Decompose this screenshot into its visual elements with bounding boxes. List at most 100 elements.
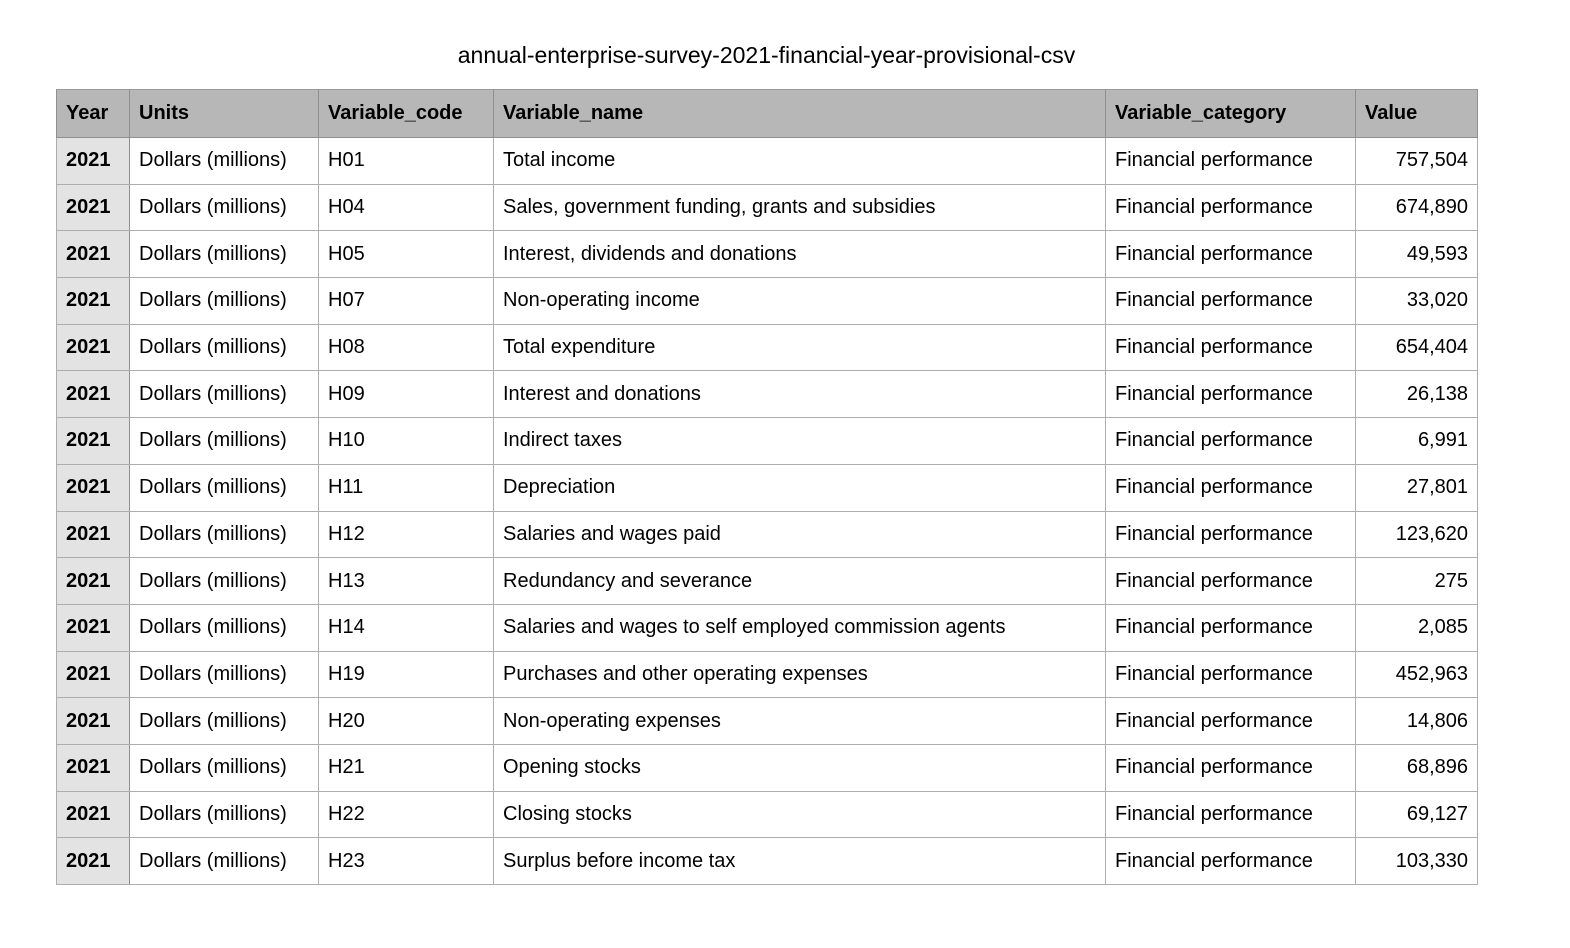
table-row: 2021 Dollars (millions) H05 Interest, divid… bbox=[56, 230, 1478, 279]
cell-variable-name: Total expenditure bbox=[493, 323, 1106, 372]
cell-variable-name: Purchases and other operating expenses bbox=[493, 650, 1106, 699]
table-header: Year Units Variable_code Variable_name V… bbox=[56, 89, 1478, 138]
page-title: annual-enterprise-survey-2021-financial-… bbox=[457, 42, 1076, 68]
column-header-value: Value bbox=[1355, 89, 1478, 138]
table-row: 2021 Dollars (millions) H12 Salaries and wa… bbox=[56, 510, 1478, 559]
table-row: 2021 Dollars (millions) H19 Purchases and o… bbox=[56, 650, 1478, 699]
cell-variable-code: H12 bbox=[318, 510, 494, 559]
cell-variable-category: Financial performance bbox=[1105, 417, 1356, 465]
cell-units: Dollars (millions) bbox=[129, 370, 319, 419]
table-row: 2021 Dollars (millions) H09 Interest and do… bbox=[56, 370, 1478, 419]
table-body: 2021 Dollars (millions) H01 Total income Fin… bbox=[56, 137, 1478, 885]
cell-variable-code: H09 bbox=[318, 370, 494, 419]
cell-units: Dollars (millions) bbox=[129, 183, 319, 232]
cell-value: 275 bbox=[1355, 557, 1478, 605]
cell-variable-code: H07 bbox=[318, 277, 494, 325]
cell-variable-name: Salaries and wages to self employed comm… bbox=[493, 603, 1106, 652]
cell-year: 2021 bbox=[56, 417, 130, 465]
column-header-variable-category: Variable_category bbox=[1105, 89, 1356, 138]
cell-units: Dollars (millions) bbox=[129, 837, 319, 885]
cell-units: Dollars (millions) bbox=[129, 463, 319, 512]
cell-variable-code: H04 bbox=[318, 183, 494, 232]
table-row: 2021 Dollars (millions) H22 Closing stocks F… bbox=[56, 790, 1478, 839]
cell-units: Dollars (millions) bbox=[129, 743, 319, 792]
cell-year: 2021 bbox=[56, 790, 130, 839]
table-row: 2021 Dollars (millions) H08 Total expenditu… bbox=[56, 323, 1478, 372]
cell-variable-category: Financial performance bbox=[1105, 323, 1356, 372]
cell-year: 2021 bbox=[56, 137, 130, 185]
cell-variable-category: Financial performance bbox=[1105, 510, 1356, 559]
cell-variable-category: Financial performance bbox=[1105, 230, 1356, 279]
cell-value: 68,896 bbox=[1355, 743, 1478, 792]
cell-variable-code: H20 bbox=[318, 697, 494, 745]
cell-variable-name: Sales, government funding, grants and su… bbox=[493, 183, 1106, 232]
cell-variable-code: H19 bbox=[318, 650, 494, 699]
cell-year: 2021 bbox=[56, 277, 130, 325]
cell-variable-code: H13 bbox=[318, 557, 494, 605]
cell-units: Dollars (millions) bbox=[129, 510, 319, 559]
column-header-variable-name: Variable_name bbox=[493, 89, 1106, 138]
cell-variable-code: H14 bbox=[318, 603, 494, 652]
cell-units: Dollars (millions) bbox=[129, 790, 319, 839]
cell-units: Dollars (millions) bbox=[129, 650, 319, 699]
cell-value: 103,330 bbox=[1355, 837, 1478, 885]
cell-value: 14,806 bbox=[1355, 697, 1478, 745]
cell-value: 26,138 bbox=[1355, 370, 1478, 419]
cell-variable-code: H11 bbox=[318, 463, 494, 512]
cell-units: Dollars (millions) bbox=[129, 137, 319, 185]
cell-variable-name: Interest and donations bbox=[493, 370, 1106, 419]
table-row: 2021 Dollars (millions) H23 Surplus before … bbox=[56, 837, 1478, 885]
cell-value: 49,593 bbox=[1355, 230, 1478, 279]
cell-variable-category: Financial performance bbox=[1105, 650, 1356, 699]
cell-variable-code: H21 bbox=[318, 743, 494, 792]
table-row: 2021 Dollars (millions) H04 Sales, governme… bbox=[56, 183, 1478, 232]
cell-variable-name: Total income bbox=[493, 137, 1106, 185]
cell-variable-name: Interest, dividends and donations bbox=[493, 230, 1106, 279]
table-row: 2021 Dollars (millions) H13 Redundancy and … bbox=[56, 557, 1478, 605]
cell-units: Dollars (millions) bbox=[129, 697, 319, 745]
cell-year: 2021 bbox=[56, 463, 130, 512]
table-row: 2021 Dollars (millions) H01 Total income Fin… bbox=[56, 137, 1478, 185]
cell-variable-name: Opening stocks bbox=[493, 743, 1106, 792]
cell-variable-category: Financial performance bbox=[1105, 837, 1356, 885]
cell-variable-category: Financial performance bbox=[1105, 137, 1356, 185]
cell-variable-code: H05 bbox=[318, 230, 494, 279]
cell-value: 654,404 bbox=[1355, 323, 1478, 372]
table-row: 2021 Dollars (millions) H11 Depreciation Fin… bbox=[56, 463, 1478, 512]
cell-value: 757,504 bbox=[1355, 137, 1478, 185]
cell-variable-code: H10 bbox=[318, 417, 494, 465]
cell-variable-name: Indirect taxes bbox=[493, 417, 1106, 465]
cell-units: Dollars (millions) bbox=[129, 277, 319, 325]
cell-units: Dollars (millions) bbox=[129, 417, 319, 465]
cell-variable-name: Non-operating expenses bbox=[493, 697, 1106, 745]
cell-year: 2021 bbox=[56, 323, 130, 372]
cell-year: 2021 bbox=[56, 650, 130, 699]
cell-variable-category: Financial performance bbox=[1105, 370, 1356, 419]
cell-value: 33,020 bbox=[1355, 277, 1478, 325]
cell-variable-code: H23 bbox=[318, 837, 494, 885]
cell-units: Dollars (millions) bbox=[129, 557, 319, 605]
cell-variable-name: Non-operating income bbox=[493, 277, 1106, 325]
column-header-year: Year bbox=[56, 89, 130, 138]
cell-value: 674,890 bbox=[1355, 183, 1478, 232]
cell-year: 2021 bbox=[56, 183, 130, 232]
cell-value: 2,085 bbox=[1355, 603, 1478, 652]
cell-units: Dollars (millions) bbox=[129, 230, 319, 279]
cell-value: 452,963 bbox=[1355, 650, 1478, 699]
cell-variable-name: Closing stocks bbox=[493, 790, 1106, 839]
table-row: 2021 Dollars (millions) H14 Salaries and wa… bbox=[56, 603, 1478, 652]
cell-year: 2021 bbox=[56, 557, 130, 605]
cell-variable-category: Financial performance bbox=[1105, 557, 1356, 605]
cell-value: 6,991 bbox=[1355, 417, 1478, 465]
cell-units: Dollars (millions) bbox=[129, 323, 319, 372]
cell-variable-category: Financial performance bbox=[1105, 697, 1356, 745]
csv-table: Year Units Variable_code Variable_name V… bbox=[56, 89, 1478, 885]
table-row: 2021 Dollars (millions) H20 Non-operating e… bbox=[56, 697, 1478, 745]
cell-year: 2021 bbox=[56, 230, 130, 279]
cell-value: 69,127 bbox=[1355, 790, 1478, 839]
cell-variable-category: Financial performance bbox=[1105, 603, 1356, 652]
column-header-units: Units bbox=[129, 89, 319, 138]
cell-variable-name: Redundancy and severance bbox=[493, 557, 1106, 605]
cell-variable-code: H08 bbox=[318, 323, 494, 372]
